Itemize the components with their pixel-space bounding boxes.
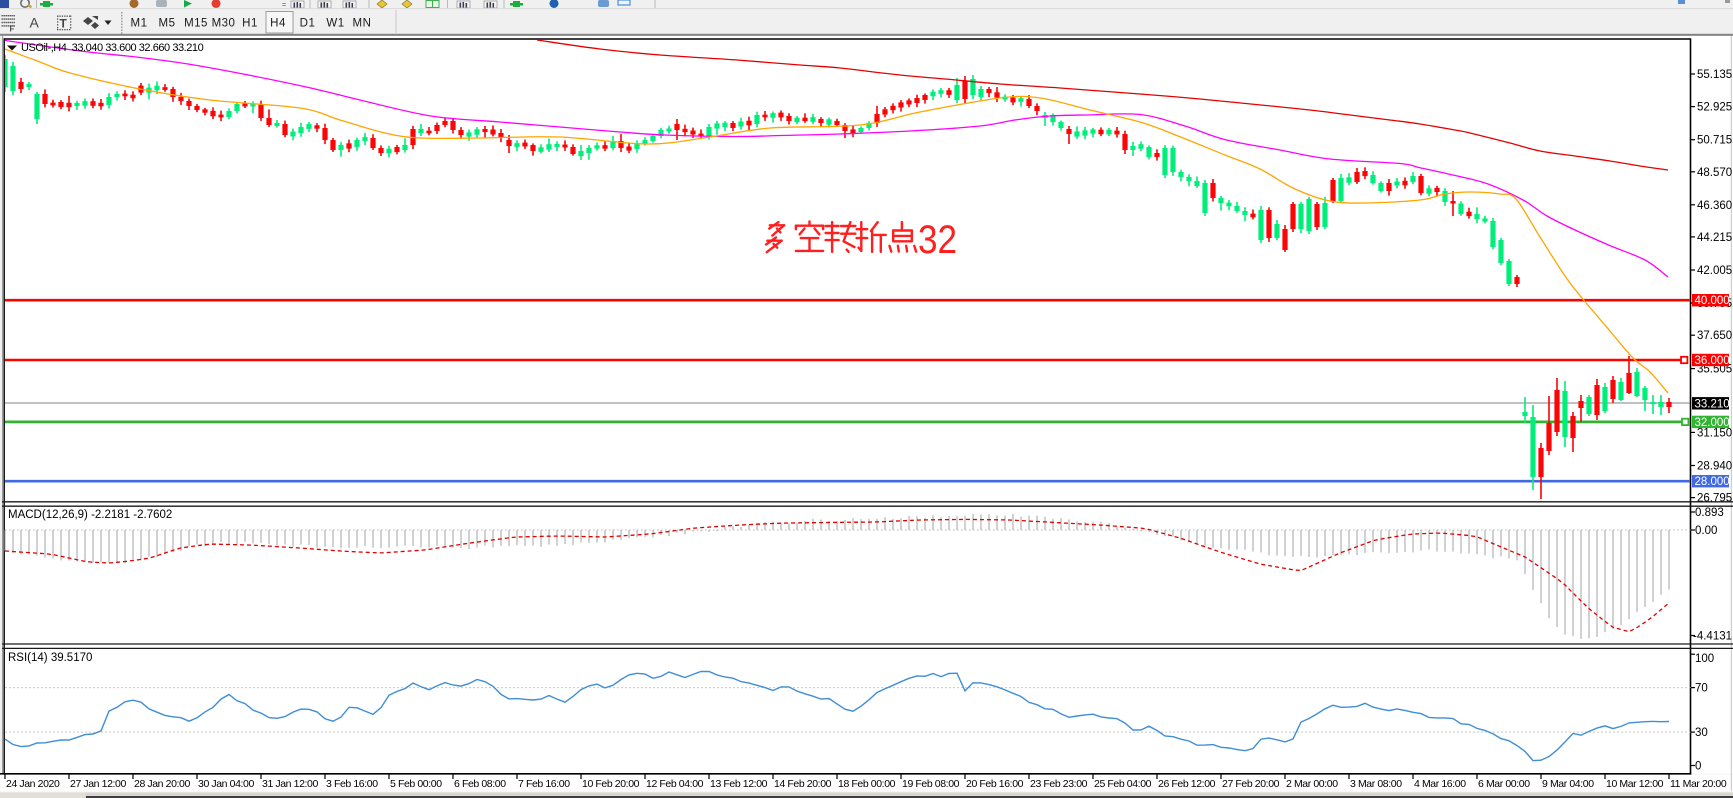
svg-text:20 Feb 16:00: 20 Feb 16:00 bbox=[966, 778, 1024, 790]
svg-text:33.210: 33.210 bbox=[1695, 398, 1730, 410]
svg-text:A: A bbox=[30, 15, 40, 31]
svg-text:26.795: 26.795 bbox=[1697, 493, 1732, 505]
svg-text:M1: M1 bbox=[131, 18, 148, 30]
svg-text:30 Jan 04:00: 30 Jan 04:00 bbox=[198, 778, 254, 790]
svg-text:0.893: 0.893 bbox=[1695, 507, 1724, 519]
svg-text:=: = bbox=[282, 2, 286, 9]
svg-text:46.360: 46.360 bbox=[1697, 200, 1732, 212]
svg-text:M15: M15 bbox=[184, 18, 208, 30]
svg-text:52.925: 52.925 bbox=[1697, 102, 1732, 114]
svg-text:6 Feb 08:00: 6 Feb 08:00 bbox=[454, 778, 506, 790]
svg-text:12 Feb 04:00: 12 Feb 04:00 bbox=[646, 778, 704, 790]
svg-text:F: F bbox=[10, 25, 15, 34]
svg-text:30: 30 bbox=[1695, 727, 1708, 739]
svg-text:37.650: 37.650 bbox=[1697, 330, 1732, 342]
svg-text:50.715: 50.715 bbox=[1697, 135, 1732, 147]
svg-text:28.000: 28.000 bbox=[1695, 476, 1730, 488]
svg-text:-4.4131: -4.4131 bbox=[1693, 631, 1732, 643]
svg-text:H1: H1 bbox=[242, 18, 258, 30]
svg-text:70: 70 bbox=[1695, 683, 1708, 695]
svg-text:19 Feb 08:00: 19 Feb 08:00 bbox=[902, 778, 960, 790]
svg-text:3 Mar 08:00: 3 Mar 08:00 bbox=[1350, 778, 1402, 790]
svg-text:32.000: 32.000 bbox=[1695, 417, 1730, 429]
svg-text:D1: D1 bbox=[300, 18, 316, 30]
svg-text:RSI(14) 39.5170: RSI(14) 39.5170 bbox=[8, 652, 92, 664]
svg-text:26 Feb 12:00: 26 Feb 12:00 bbox=[1158, 778, 1216, 790]
svg-text:28.940: 28.940 bbox=[1697, 461, 1732, 473]
svg-text:100: 100 bbox=[1695, 653, 1714, 665]
svg-text:31 Jan 12:00: 31 Jan 12:00 bbox=[262, 778, 318, 790]
svg-text:M30: M30 bbox=[212, 18, 236, 30]
svg-text:25 Feb 04:00: 25 Feb 04:00 bbox=[1094, 778, 1152, 790]
svg-text:USOil-,H4 33.040 33.600 32.66: USOil-,H4 33.040 33.600 32.660 33.210 bbox=[21, 42, 204, 54]
svg-text:W1: W1 bbox=[326, 18, 344, 30]
svg-text:27 Jan 12:00: 27 Jan 12:00 bbox=[70, 778, 126, 790]
svg-text:2 Mar 00:00: 2 Mar 00:00 bbox=[1286, 778, 1338, 790]
svg-text:31.150: 31.150 bbox=[1697, 427, 1732, 439]
svg-text:18 Feb 00:00: 18 Feb 00:00 bbox=[838, 778, 896, 790]
svg-text:3 Feb 16:00: 3 Feb 16:00 bbox=[326, 778, 378, 790]
svg-text:6 Mar 00:00: 6 Mar 00:00 bbox=[1478, 778, 1530, 790]
svg-text:11 Mar 20:00: 11 Mar 20:00 bbox=[1670, 778, 1727, 790]
svg-text:32: 32 bbox=[918, 218, 957, 262]
svg-text:14 Feb 20:00: 14 Feb 20:00 bbox=[774, 778, 832, 790]
svg-text:36.000: 36.000 bbox=[1695, 355, 1730, 367]
svg-text:27 Feb 20:00: 27 Feb 20:00 bbox=[1222, 778, 1280, 790]
svg-text:7 Feb 16:00: 7 Feb 16:00 bbox=[518, 778, 570, 790]
svg-text:10 Mar 12:00: 10 Mar 12:00 bbox=[1606, 778, 1664, 790]
svg-text:5 Feb 00:00: 5 Feb 00:00 bbox=[390, 778, 442, 790]
svg-text:48.570: 48.570 bbox=[1697, 167, 1732, 179]
svg-text:0: 0 bbox=[1695, 761, 1701, 773]
svg-text:T: T bbox=[60, 17, 68, 31]
svg-text:28 Jan 20:00: 28 Jan 20:00 bbox=[134, 778, 190, 790]
svg-text:44.215: 44.215 bbox=[1697, 232, 1732, 244]
svg-text:M5: M5 bbox=[159, 18, 176, 30]
svg-text:MACD(12,26,9) -2.2181 -2.7602: MACD(12,26,9) -2.2181 -2.7602 bbox=[8, 509, 172, 521]
svg-text:4 Mar 16:00: 4 Mar 16:00 bbox=[1414, 778, 1466, 790]
svg-text:35.505: 35.505 bbox=[1697, 364, 1732, 376]
svg-text:0.00: 0.00 bbox=[1695, 525, 1717, 537]
svg-text:55.135: 55.135 bbox=[1697, 69, 1732, 81]
svg-text:9 Mar 04:00: 9 Mar 04:00 bbox=[1542, 778, 1594, 790]
svg-text:10 Feb 20:00: 10 Feb 20:00 bbox=[582, 778, 640, 790]
svg-text:40.000: 40.000 bbox=[1695, 295, 1730, 307]
svg-text:MN: MN bbox=[353, 18, 372, 30]
svg-text:24 Jan 2020: 24 Jan 2020 bbox=[6, 778, 60, 790]
svg-text:42.005: 42.005 bbox=[1697, 265, 1732, 277]
svg-text:H4: H4 bbox=[270, 18, 286, 30]
svg-text:23 Feb 23:00: 23 Feb 23:00 bbox=[1030, 778, 1088, 790]
svg-text:13 Feb 12:00: 13 Feb 12:00 bbox=[710, 778, 768, 790]
